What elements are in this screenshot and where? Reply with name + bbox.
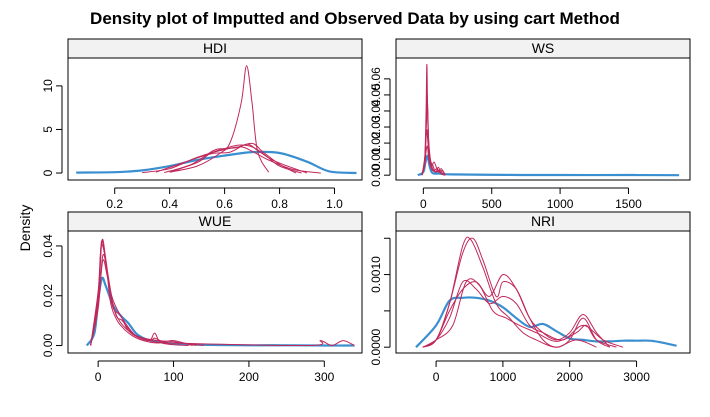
x-tick-label: 1000: [490, 370, 517, 384]
y-tick-label: 0: [41, 169, 55, 176]
panel-nri: NRI 0 1000 2000 3000 0.0000 0.0010: [369, 211, 691, 384]
panel-ws: WS 0 500 1000 1500 0.000.010.020.030.040.050.…: [369, 38, 691, 211]
plot-frame-nri: [395, 230, 691, 354]
imputed-density-line-hdi-5: [169, 65, 270, 173]
x-tick-label: 1000: [547, 197, 574, 211]
x-axis-hdi: 0.2 0.4 0.6 0.8 1.0: [106, 187, 343, 211]
series-group-wue: [85, 238, 355, 347]
imputed-density-line-ws-5: [421, 145, 446, 176]
y-tick-label: 0.04: [369, 99, 383, 123]
panel-hdi: HDI 0.2 0.4 0.6 0.8 1.0 0 5 10: [41, 38, 363, 211]
observed-density-line-ws-0: [417, 154, 680, 177]
x-tick-label: 100: [164, 370, 184, 384]
imputed-density-line-nri-5: [422, 278, 617, 348]
x-tick-label: 1.0: [326, 197, 343, 211]
chart-title: Density plot of Imputted and Observed Da…: [90, 9, 620, 28]
x-axis-ws: 0 500 1000 1500: [420, 187, 642, 211]
imputed-density-line-nri-3: [422, 274, 611, 348]
y-tick-label: 0.0010: [369, 256, 383, 293]
x-tick-label: 0: [95, 370, 102, 384]
plot-frame-wue: [67, 230, 363, 354]
observed-density-line-hdi-0: [76, 150, 357, 175]
observed-density-line-nri-0: [415, 296, 677, 348]
y-axis-nri: 0.0000 0.0010: [369, 237, 391, 366]
y-axis-label: Density: [17, 205, 33, 252]
y-tick-label: 0.00: [41, 334, 55, 358]
y-tick-label: 0.03: [369, 115, 383, 139]
imputed-density-line-nri-4: [422, 279, 624, 348]
imputed-density-line-hdi-4: [155, 143, 308, 174]
imputed-density-line-wue-2: [90, 238, 197, 346]
series-group-hdi: [76, 65, 357, 175]
y-tick-label: 0.02: [41, 284, 55, 308]
x-axis-wue: 0 100 200 300: [95, 360, 335, 384]
imputed-density-line-hdi-1: [142, 146, 321, 174]
imputed-density-line-nri-2: [422, 236, 597, 348]
y-tick-label: 5: [41, 126, 55, 133]
x-tick-label: 0.4: [161, 197, 178, 211]
x-tick-label: 0: [433, 370, 440, 384]
y-axis-wue: 0.00 0.02 0.04: [41, 234, 63, 358]
y-tick-label: 0.00: [369, 163, 383, 187]
series-group-nri: [415, 236, 677, 348]
observed-density-line-wue-0: [85, 276, 355, 347]
y-tick-label: 0.04: [41, 234, 55, 258]
x-tick-label: 0.2: [106, 197, 123, 211]
series-group-ws: [417, 63, 680, 177]
y-tick-label: 0.05: [369, 83, 383, 107]
strip-label-ws: WS: [532, 40, 555, 56]
x-tick-label: 200: [239, 370, 259, 384]
strip-label-nri: NRI: [531, 213, 555, 229]
y-tick-label: 0.02: [369, 131, 383, 155]
imputed-density-line-hdi-2: [169, 144, 302, 174]
imputed-density-line-wue-3: [90, 253, 189, 346]
imputed-density-line-wue-5: [90, 259, 355, 347]
plot-frame-ws: [395, 57, 691, 181]
plot-frame-hdi: [67, 57, 363, 181]
x-tick-label: 1500: [615, 197, 642, 211]
panel-wue: WUE 0 100 200 300 0.00 0.02 0.04: [41, 211, 363, 384]
y-tick-label: 0.06: [369, 67, 383, 91]
strip-label-hdi: HDI: [203, 40, 227, 56]
x-axis-nri: 0 1000 2000 3000: [433, 360, 650, 384]
imputed-density-line-nri-1: [422, 237, 611, 348]
y-axis-ws: 0.000.010.020.030.040.050.06: [369, 67, 391, 187]
x-tick-label: 500: [482, 197, 502, 211]
y-tick-label: 0.01: [369, 147, 383, 171]
x-tick-label: 2000: [556, 370, 583, 384]
y-tick-label: 0.0000: [369, 329, 383, 366]
x-tick-label: 0.8: [271, 197, 288, 211]
strip-label-wue: WUE: [199, 213, 232, 229]
x-tick-label: 3000: [623, 370, 650, 384]
imputed-density-line-wue-4: [90, 244, 193, 346]
x-tick-label: 0.6: [216, 197, 233, 211]
y-axis-hdi: 0 5 10: [41, 79, 63, 176]
y-tick-label: 10: [41, 79, 55, 93]
x-tick-label: 300: [314, 370, 334, 384]
x-tick-label: 0: [420, 197, 427, 211]
